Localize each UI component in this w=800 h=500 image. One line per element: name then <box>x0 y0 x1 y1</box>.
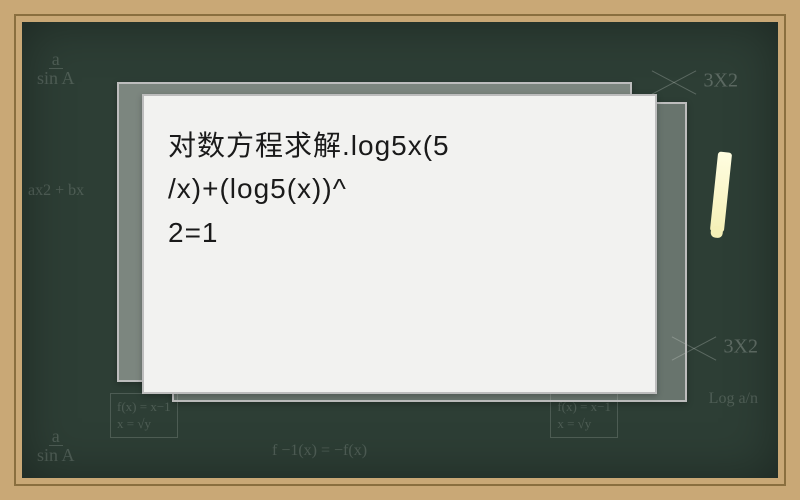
decor-f-inverse: f −1(x) = −f(x) <box>272 442 367 460</box>
decor-3x2-top: 3X2 <box>649 62 738 102</box>
decor-eq-mid-left: ax2 + bx <box>28 182 84 200</box>
decor-num: a <box>49 427 63 446</box>
chalkboard: a sin A a sin A ax2 + bx f(x) = x−1 x = … <box>22 22 778 478</box>
decor-3x2-label: 3X2 <box>704 70 738 92</box>
chalk-stick <box>710 151 732 232</box>
decor-fx-line: x = √y <box>117 415 171 433</box>
decor-frac-top-left: a sin A <box>34 50 78 87</box>
problem-paper: 对数方程求解.log5x(5 /x)+(log5(x))^ 2=1 <box>142 94 657 394</box>
decor-den: sin A <box>34 446 78 464</box>
problem-line-3: 2=1 <box>168 211 631 254</box>
decor-fx-line: f(x) = x−1 <box>117 398 171 416</box>
decor-log: Log a/n <box>709 390 758 408</box>
problem-line-2: /x)+(log5(x))^ <box>168 167 631 210</box>
decor-den: sin A <box>34 69 78 87</box>
decor-frac-bottom-left: a sin A <box>34 427 78 464</box>
problem-text: 对数方程求解.log5x(5 /x)+(log5(x))^ 2=1 <box>168 124 631 254</box>
decor-fx-line: x = √y <box>557 415 611 433</box>
problem-line-1: 对数方程求解.log5x(5 <box>168 124 631 167</box>
decor-3x2-label: 3X2 <box>724 336 758 358</box>
decor-num: a <box>49 50 63 69</box>
wooden-frame: a sin A a sin A ax2 + bx f(x) = x−1 x = … <box>0 0 800 500</box>
decor-fx-box-1: f(x) = x−1 x = √y <box>110 393 178 438</box>
